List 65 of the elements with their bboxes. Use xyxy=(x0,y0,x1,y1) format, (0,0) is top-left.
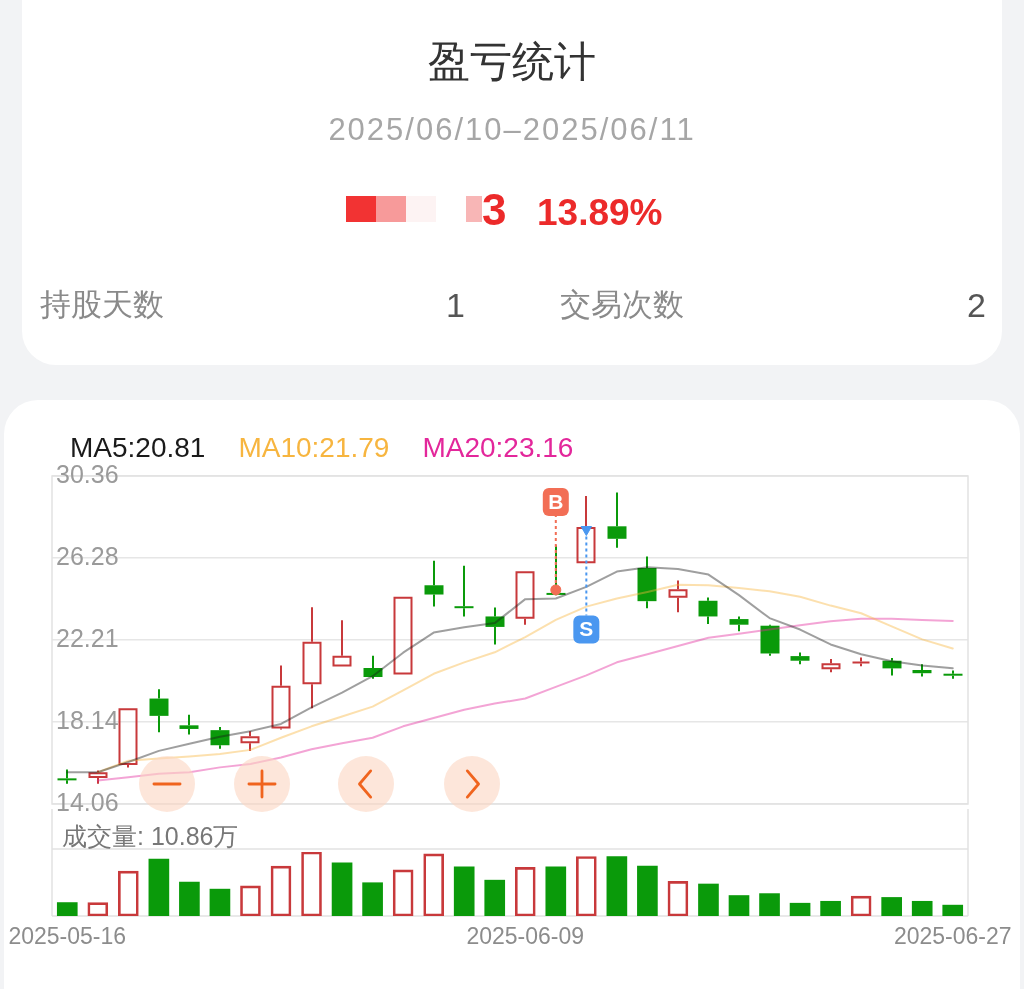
candlestick xyxy=(393,596,413,675)
candlestick xyxy=(698,596,718,626)
candlestick xyxy=(88,769,108,785)
y-tick-label: 26.28 xyxy=(56,541,119,570)
x-tick-label: 2025-05-16 xyxy=(8,923,127,950)
x-tick-label: 2025-06-09 xyxy=(466,923,585,950)
candlestick xyxy=(607,491,627,549)
bar xyxy=(881,897,902,916)
text: 3 xyxy=(482,184,507,236)
bar xyxy=(759,893,780,916)
text: 2025/06/10–2025/06/11 xyxy=(328,112,696,148)
candlestick xyxy=(943,669,963,680)
y-tick-label: 18.14 xyxy=(56,705,119,734)
text: 2 xyxy=(967,286,986,326)
candlestick xyxy=(240,730,260,752)
candlestick xyxy=(271,664,291,729)
text: B xyxy=(548,489,564,513)
bar xyxy=(56,902,78,916)
candlestick xyxy=(882,657,902,677)
x-tick-label: 2025-06-27 xyxy=(893,923,1012,950)
bar xyxy=(728,895,750,916)
text: 持股天数 xyxy=(40,287,164,323)
candlestick xyxy=(302,606,322,710)
candlestick xyxy=(149,688,169,734)
candlestick xyxy=(454,564,474,618)
chart-title: 成交量: 10.86万 xyxy=(62,821,239,850)
candlestick xyxy=(912,663,932,678)
bar xyxy=(911,900,933,916)
text: MA10:21.79 xyxy=(238,432,390,465)
text: S xyxy=(579,617,594,641)
candlestick xyxy=(668,579,688,614)
candlestick xyxy=(637,555,657,610)
bar xyxy=(453,866,475,916)
bar xyxy=(942,904,964,916)
bar xyxy=(545,866,567,916)
candlestick xyxy=(729,615,749,633)
candlestick xyxy=(332,619,352,667)
bar xyxy=(179,881,200,916)
candlestick xyxy=(821,658,841,674)
text: 1 xyxy=(446,286,465,326)
bar xyxy=(820,900,841,916)
candlestick xyxy=(485,606,505,646)
y-tick-label: 14.06 xyxy=(56,787,119,816)
bar xyxy=(148,858,170,916)
bar xyxy=(637,865,658,916)
candlestick xyxy=(760,625,780,657)
candlestick xyxy=(424,559,444,608)
bar xyxy=(209,888,231,916)
candlestick xyxy=(179,713,199,736)
bar xyxy=(362,882,383,916)
bar xyxy=(331,862,353,916)
bar xyxy=(484,879,506,916)
candlestick xyxy=(363,654,383,680)
text: 交易次数 xyxy=(560,287,684,323)
candlestick xyxy=(210,725,230,750)
bar xyxy=(606,856,628,916)
text: MA20:23.16 xyxy=(422,432,574,465)
text: 盈亏统计 xyxy=(428,37,596,87)
y-tick-label: 22.21 xyxy=(56,623,119,652)
text: 13.89% xyxy=(537,191,663,235)
candlestick xyxy=(790,651,810,666)
bar xyxy=(698,883,719,916)
candlestick xyxy=(515,571,535,626)
candlestick xyxy=(57,768,77,785)
bar xyxy=(789,902,811,916)
